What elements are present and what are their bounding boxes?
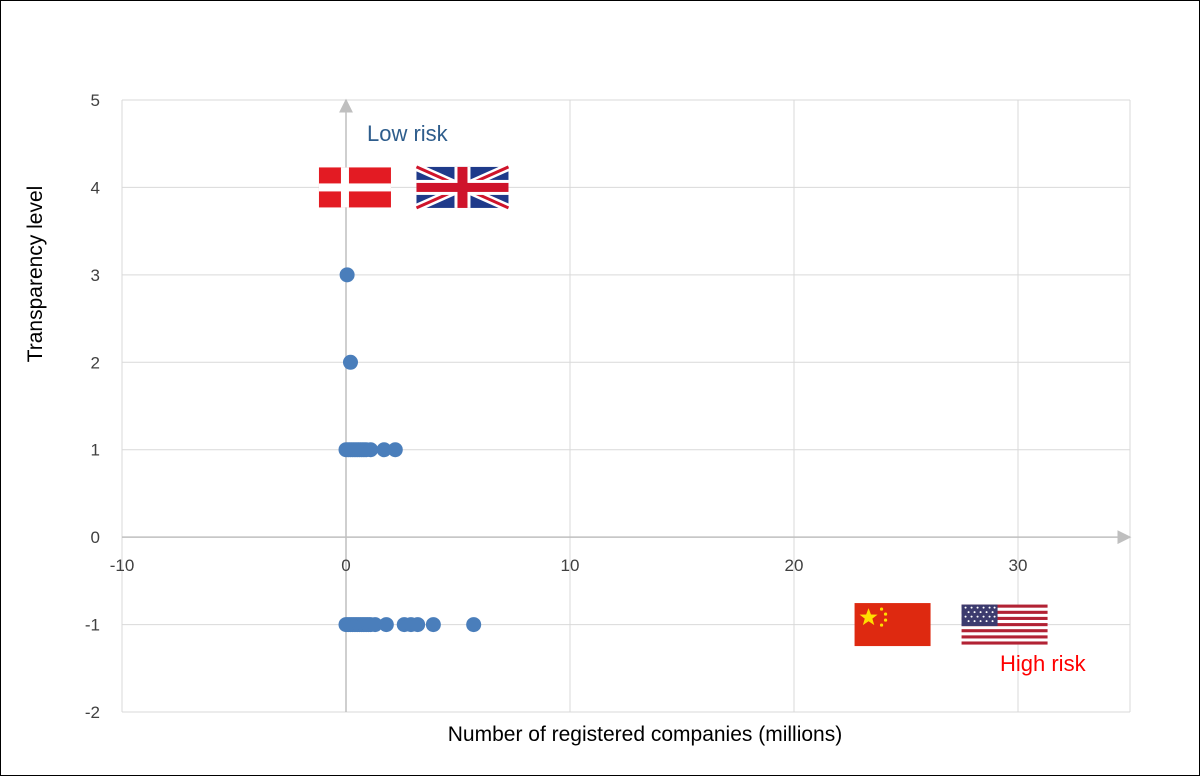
data-point xyxy=(466,617,482,633)
x-axis-title: Number of registered companies (millions… xyxy=(448,723,842,746)
data-points xyxy=(338,267,482,633)
usa-flag-icon xyxy=(961,604,1048,645)
data-point xyxy=(410,617,426,633)
y-axis-title: Transparency level xyxy=(24,186,47,363)
china-flag-icon xyxy=(854,603,931,647)
data-point xyxy=(378,617,394,633)
y-tick-label: -1 xyxy=(85,616,100,635)
data-point xyxy=(367,617,383,633)
y-tick-label: 4 xyxy=(91,178,100,197)
y-tick-label: 2 xyxy=(91,353,100,372)
x-tick-label: 20 xyxy=(785,556,804,575)
y-tick-label: 1 xyxy=(91,441,100,460)
low-risk-annotation: Low risk xyxy=(367,121,449,146)
y-tick-label: -2 xyxy=(85,703,100,722)
y-tick-label: 0 xyxy=(91,528,100,547)
uk-flag-icon xyxy=(414,163,511,212)
x-tick-label: 0 xyxy=(341,556,350,575)
data-point xyxy=(376,442,392,458)
x-tick-label: 30 xyxy=(1009,556,1028,575)
data-point xyxy=(387,442,403,458)
grid-lines xyxy=(121,99,1131,713)
y-tick-label: 5 xyxy=(91,91,100,110)
data-point xyxy=(425,617,441,633)
y-tick-label: 3 xyxy=(91,266,100,285)
data-point xyxy=(342,354,358,370)
data-point xyxy=(339,267,355,283)
x-tick-label: 10 xyxy=(561,556,580,575)
denmark-flag-icon xyxy=(318,167,391,208)
high-risk-annotation: High risk xyxy=(1000,651,1087,676)
data-point xyxy=(363,442,379,458)
x-tick-label: -10 xyxy=(110,556,135,575)
